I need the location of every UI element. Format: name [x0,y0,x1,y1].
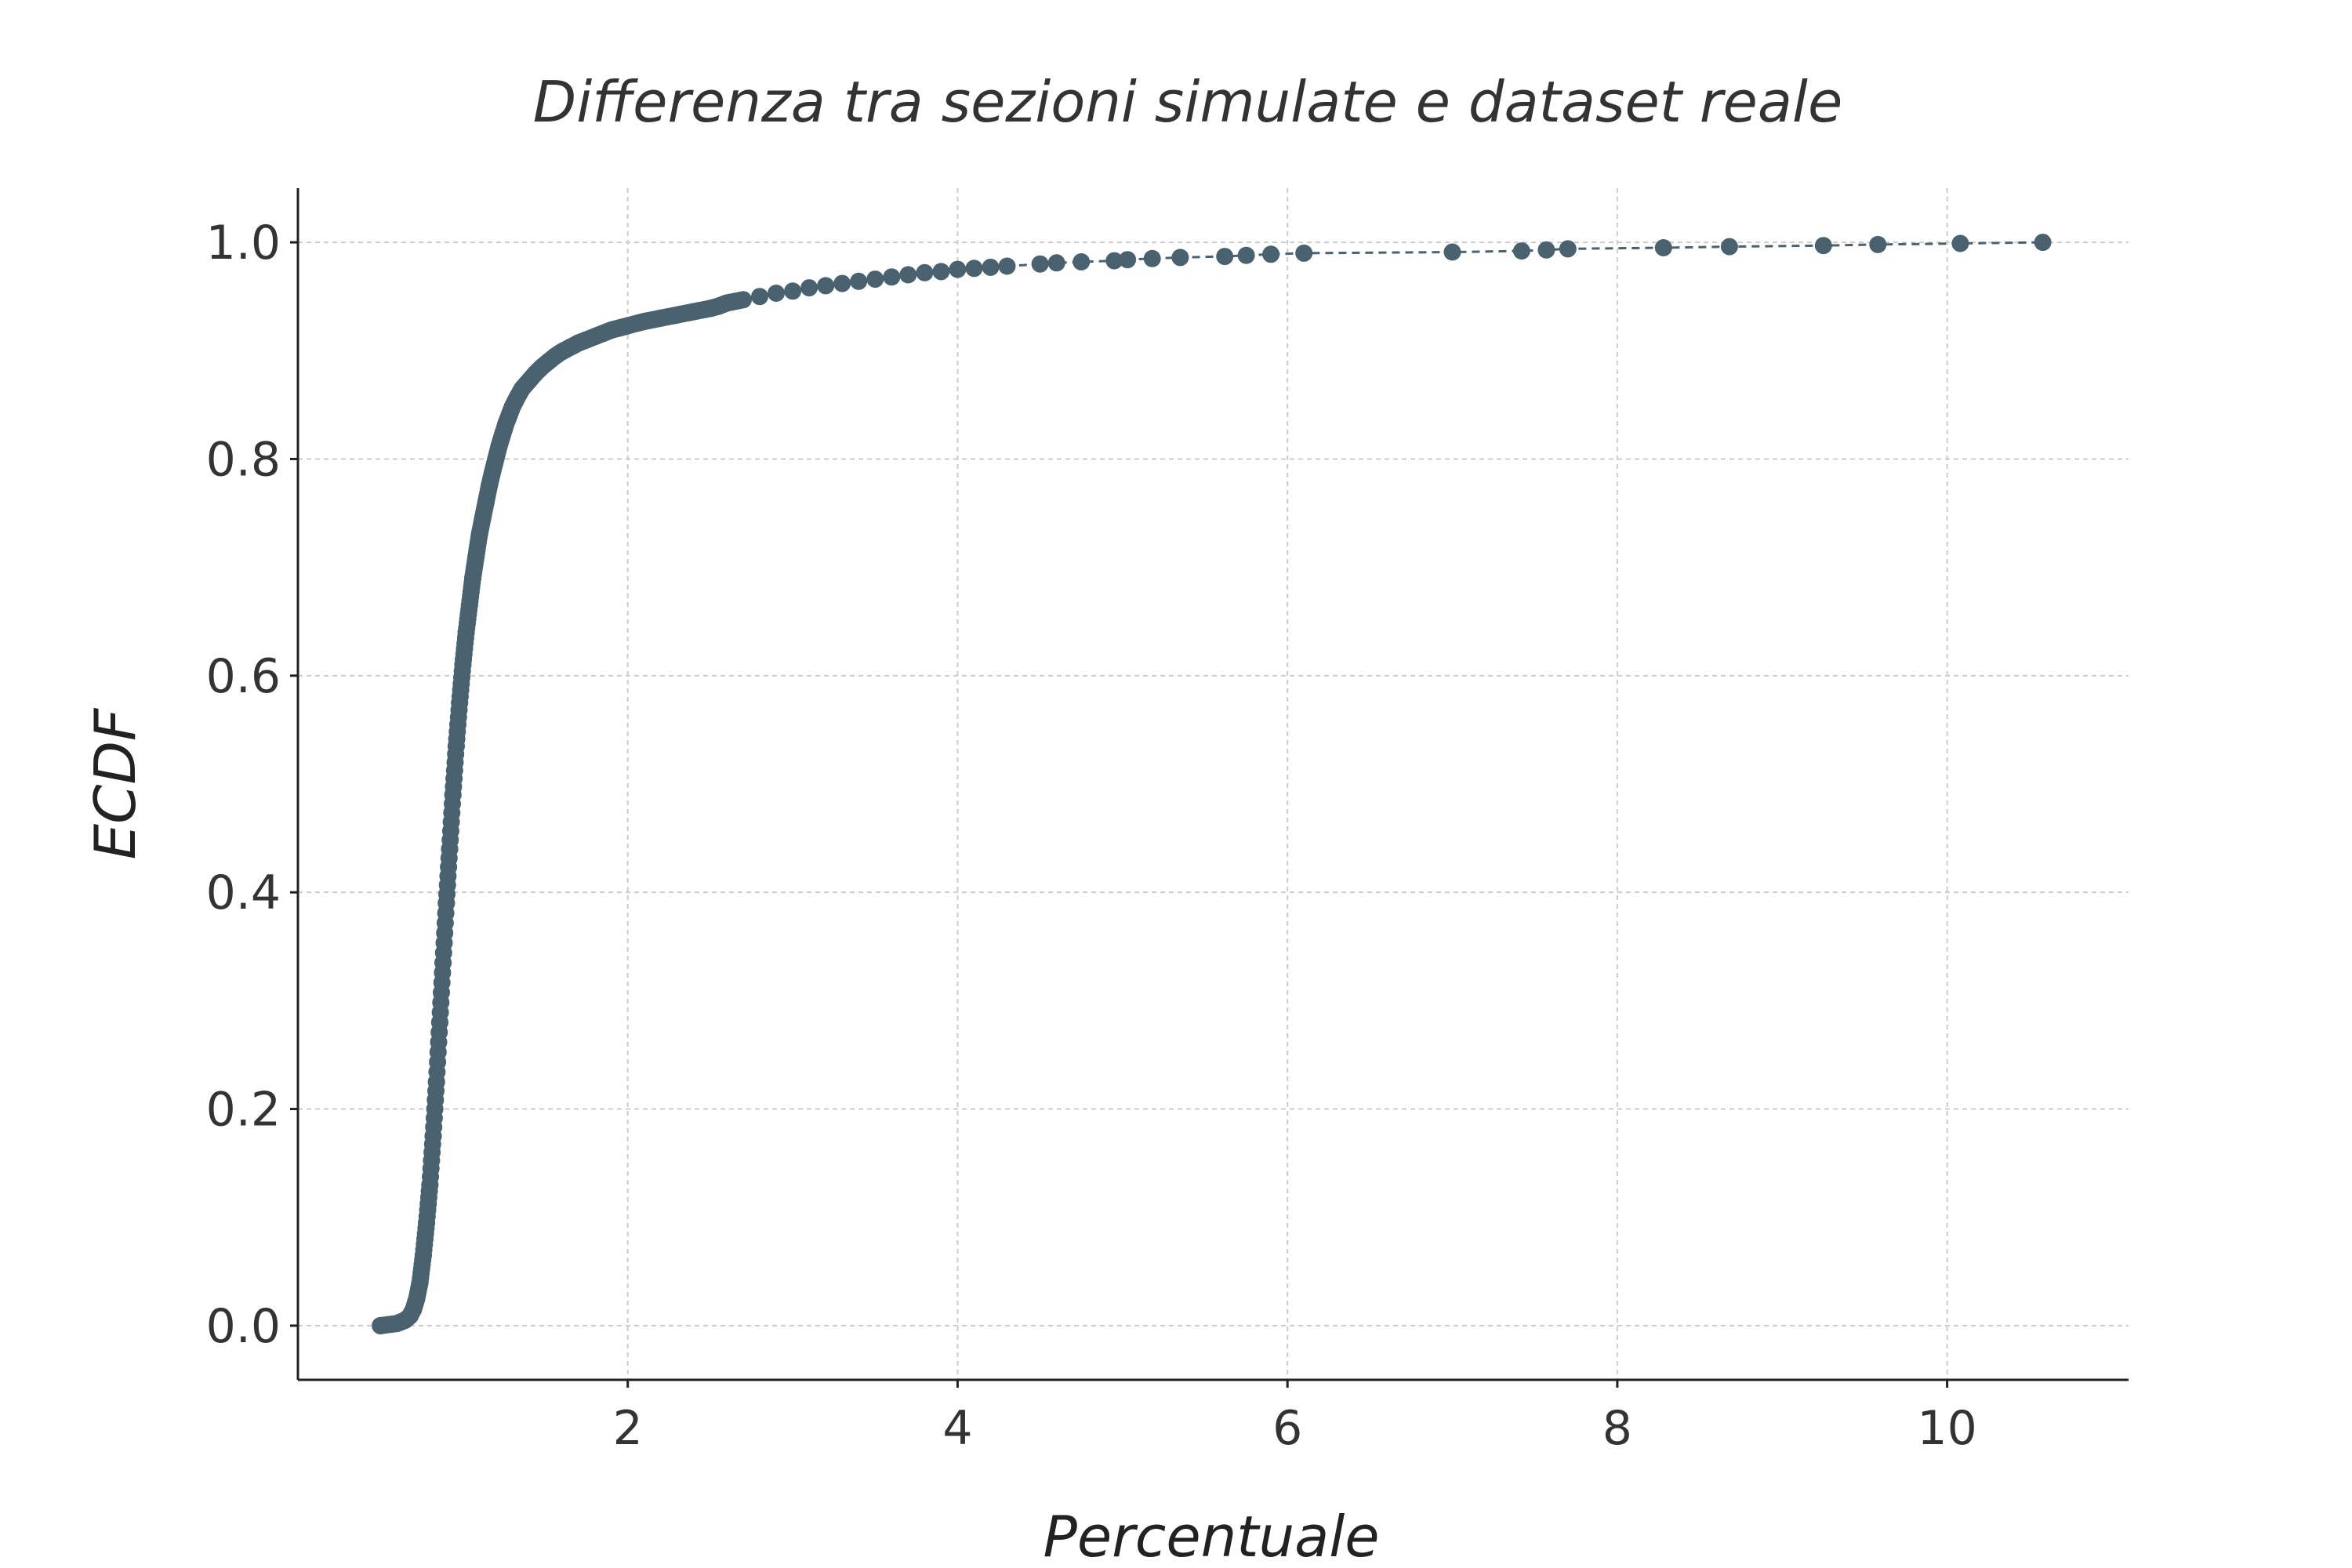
x-tick-label: 2 [613,1401,643,1456]
ecdf-point [1537,241,1555,259]
ecdf-point [1814,237,1832,255]
ecdf-point [1512,242,1530,260]
ecdf-point [451,694,469,712]
y-ticks: 0.0 0.2 0.4 0.6 0.8 1.0 [206,216,298,1354]
ecdf-point [457,623,475,641]
ecdf-point [1105,252,1123,270]
ecdf-point [1654,239,1672,256]
ecdf-point [444,786,462,804]
ecdf-point [1262,245,1280,263]
ecdf-point [430,1014,448,1031]
ecdf-point [1951,234,1969,252]
x-tick-label: 10 [1917,1401,1976,1456]
ecdf-point [441,840,459,858]
ecdf-point [487,450,505,468]
ecdf-point [484,463,502,481]
ecdf-point [2034,234,2052,252]
x-tick-label: 4 [942,1401,972,1456]
ecdf-point [817,277,835,295]
ecdf-point [668,306,686,324]
ecdf-point [464,569,481,587]
ecdf-point [998,257,1016,275]
ecdf-point [434,954,452,971]
ecdf-point [421,1176,439,1194]
ecdf-point [481,477,498,495]
y-axis-label: ECDF [82,707,148,859]
ecdf-point [447,737,465,755]
ecdf-point [437,895,456,912]
y-tick-label: 0.6 [206,649,281,704]
ecdf-point [1047,254,1065,272]
ecdf-point [1171,249,1189,267]
ecdf-point [684,303,702,321]
ecdf-point [932,263,950,281]
ecdf-point [883,268,901,286]
ecdf-point [1143,249,1161,267]
ecdf-point [784,282,802,300]
ecdf-point [408,1290,426,1308]
ecdf-point [1216,248,1234,266]
ecdf-point [427,1073,445,1091]
grid [298,188,2129,1380]
chart-title: Differenza tra sezioni simulate e datase… [533,69,1842,135]
ecdf-point [619,317,637,335]
y-tick-label: 0.2 [206,1083,281,1138]
ecdf-point [833,274,851,292]
ecdf-point [418,1214,436,1232]
ecdf-point [467,547,485,565]
ecdf-point [1119,251,1137,269]
ecdf-point [751,288,768,306]
ecdf-point [460,597,478,614]
ecdf-point [735,291,752,309]
ecdf-point [635,313,653,330]
ecdf-point [850,272,868,290]
x-ticks: 2 4 6 8 10 [613,1380,1977,1456]
ecdf-point [474,510,492,528]
ecdf-point [414,1247,432,1265]
ecdf-series [372,234,2052,1334]
ecdf-point [372,1316,390,1334]
ecdf-point [1559,240,1577,258]
ecdf-point [949,260,967,278]
ecdf-point [477,493,495,511]
ecdf-point [866,270,884,289]
y-tick-label: 1.0 [206,216,281,270]
ecdf-line [380,241,2043,1327]
x-tick-label: 6 [1272,1401,1302,1456]
ecdf-point [1720,238,1738,256]
ecdf-point [1869,235,1887,253]
ecdf-point [1073,253,1091,270]
ecdf-point [965,260,983,278]
x-tick-label: 8 [1602,1401,1632,1456]
ecdf-point [652,309,670,327]
ecdf-point [982,258,1000,276]
axes [296,188,2129,1381]
ecdf-point [454,656,472,673]
ecdf-point [1237,246,1255,264]
ecdf-point [424,1127,442,1145]
ecdf-point [1443,243,1461,261]
ecdf-point [1295,244,1313,262]
ecdf-point [470,526,488,544]
ecdf-point [411,1273,429,1291]
ecdf-point [1031,255,1049,273]
ecdf-point [717,294,735,312]
x-axis-label: Percentuale [1043,1504,1379,1568]
ecdf-point [800,279,818,297]
ecdf-point [899,266,917,284]
ecdf-point [916,263,934,281]
y-tick-label: 0.0 [206,1299,281,1354]
y-tick-label: 0.8 [206,432,281,487]
y-tick-label: 0.4 [206,866,281,920]
ecdf-point [768,285,785,302]
